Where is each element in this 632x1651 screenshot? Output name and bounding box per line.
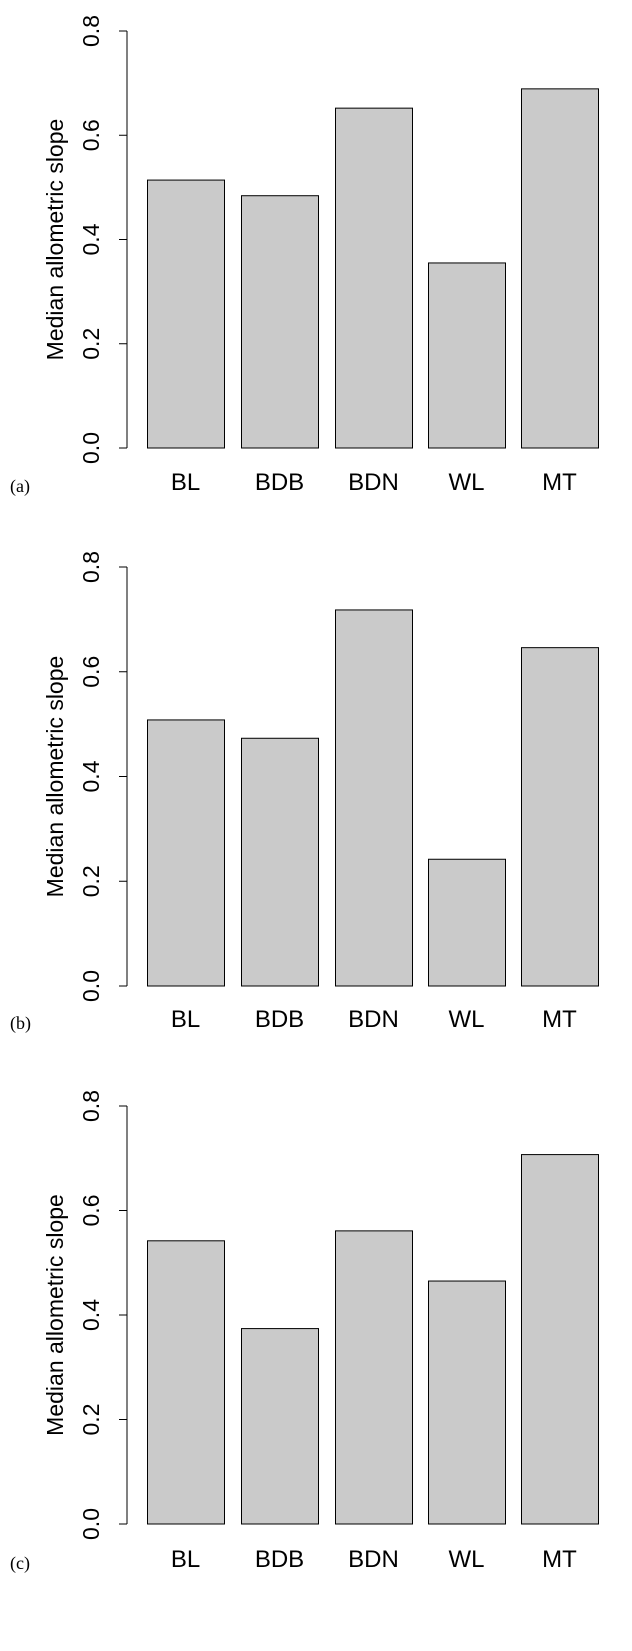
y-axis-title: Median allometric slope xyxy=(42,119,68,361)
x-tick-label: BL xyxy=(171,1546,200,1573)
bar-bdn xyxy=(335,609,413,987)
y-tick-label: 0.8 xyxy=(78,15,104,47)
x-tick-label: BDN xyxy=(348,469,399,496)
bar-wl xyxy=(428,858,506,987)
panel-label: (a) xyxy=(10,476,30,497)
x-tick-label: MT xyxy=(542,469,577,496)
y-axis-title: Median allometric slope xyxy=(42,1194,68,1436)
bar-mt xyxy=(521,647,599,987)
y-tick-label: 0.2 xyxy=(78,328,104,360)
bar-bl xyxy=(147,719,225,987)
y-tick-label: 0.2 xyxy=(78,1404,104,1436)
x-tick-label: BL xyxy=(171,1006,200,1033)
x-tick-label: BDB xyxy=(255,469,304,496)
panel-label: (c) xyxy=(10,1553,30,1574)
bar-bl xyxy=(147,1240,225,1525)
bar-bdn xyxy=(335,1230,413,1525)
bar-wl xyxy=(428,1280,506,1525)
y-tick-label: 0.8 xyxy=(78,1090,104,1122)
chart-panel-2: 0.0 0.2 0.4 0.6 0.8 Median allometric slope BL… xyxy=(10,551,599,1034)
bar-mt xyxy=(521,88,599,449)
bar-mt xyxy=(521,1154,599,1525)
y-tick-label: 0.4 xyxy=(78,223,104,255)
chart-panel-3: 0.0 0.2 0.4 0.6 0.8 Median allometric slope BL… xyxy=(10,1090,599,1574)
y-tick-label: 0.6 xyxy=(78,1195,104,1227)
x-tick-label: MT xyxy=(542,1006,577,1033)
x-tick-label: WL xyxy=(449,1006,485,1033)
x-tick-label: BL xyxy=(171,469,200,496)
x-tick-label: WL xyxy=(449,1546,485,1573)
bar-bl xyxy=(147,179,225,449)
x-tick-label: BDN xyxy=(348,1006,399,1033)
y-tick-label: 0.0 xyxy=(78,1508,104,1540)
y-tick-label: 0.6 xyxy=(78,119,104,151)
x-tick-label: BDB xyxy=(255,1546,304,1573)
x-tick-label: BDB xyxy=(255,1006,304,1033)
panel-label: (b) xyxy=(10,1013,31,1034)
bar-bdb xyxy=(241,737,319,987)
bar-bdb xyxy=(241,195,319,449)
bar-bdn xyxy=(335,107,413,449)
y-tick-label: 0.8 xyxy=(78,551,104,583)
chart-panel-1: 0.0 0.2 0.4 0.6 0.8 Median allometric slope BL… xyxy=(10,15,599,497)
bar-bdb xyxy=(241,1328,319,1525)
y-tick-label: 0.6 xyxy=(78,656,104,688)
y-tick-label: 0.4 xyxy=(78,1299,104,1331)
y-tick-label: 0.4 xyxy=(78,760,104,792)
y-tick-label: 0.2 xyxy=(78,865,104,897)
x-tick-label: BDN xyxy=(348,1546,399,1573)
y-tick-label: 0.0 xyxy=(78,432,104,464)
y-axis-title: Median allometric slope xyxy=(42,656,68,898)
x-tick-label: WL xyxy=(449,469,485,496)
y-tick-label: 0.0 xyxy=(78,970,104,1002)
x-tick-label: MT xyxy=(542,1546,577,1573)
bar-wl xyxy=(428,262,506,449)
